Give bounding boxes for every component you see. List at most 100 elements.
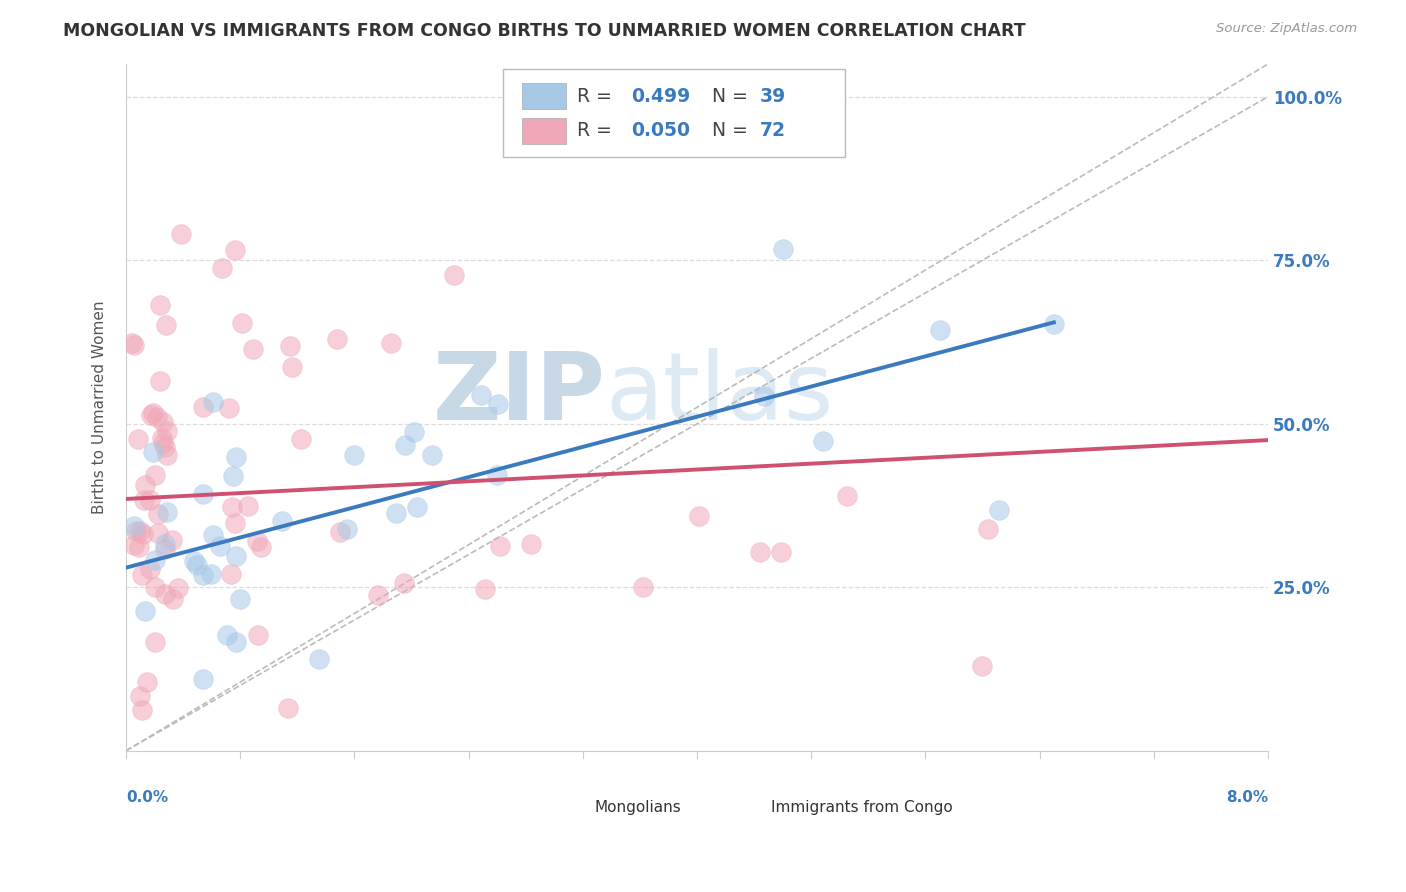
Text: Source: ZipAtlas.com: Source: ZipAtlas.com	[1216, 22, 1357, 36]
Text: 0.499: 0.499	[631, 87, 690, 106]
Point	[170, 227, 193, 242]
Point	[290, 432, 312, 446]
Point	[222, 469, 245, 483]
Point	[142, 445, 165, 459]
Point	[142, 406, 165, 420]
Point	[385, 506, 408, 520]
Point	[124, 337, 146, 351]
Point	[308, 651, 330, 665]
Text: N =: N =	[700, 121, 754, 140]
Point	[129, 524, 152, 538]
Point	[394, 438, 416, 452]
Point	[225, 549, 247, 563]
Point	[224, 516, 246, 530]
Point	[149, 298, 172, 312]
Point	[977, 522, 1000, 536]
Point	[145, 634, 167, 648]
Point	[278, 339, 301, 353]
Text: 39: 39	[759, 87, 786, 106]
Point	[122, 538, 145, 552]
Point	[486, 396, 509, 410]
Point	[183, 554, 205, 568]
Point	[153, 587, 176, 601]
Point	[146, 526, 169, 541]
Point	[224, 243, 246, 257]
Point	[1043, 318, 1066, 332]
Point	[134, 604, 156, 618]
Point	[392, 576, 415, 591]
Text: Mongolians: Mongolians	[595, 799, 681, 814]
Point	[200, 566, 222, 581]
Text: 0.0%: 0.0%	[127, 790, 169, 805]
Point	[972, 658, 994, 673]
Point	[134, 478, 156, 492]
Point	[152, 415, 174, 429]
Point	[987, 503, 1010, 517]
Text: ZIP: ZIP	[433, 348, 606, 440]
Point	[153, 440, 176, 454]
Text: N =: N =	[700, 87, 754, 106]
FancyBboxPatch shape	[503, 69, 845, 157]
Point	[688, 508, 710, 523]
FancyBboxPatch shape	[522, 118, 565, 144]
Point	[167, 581, 190, 595]
Point	[835, 489, 858, 503]
Point	[132, 526, 155, 541]
Point	[156, 425, 179, 439]
Point	[146, 507, 169, 521]
Point	[125, 524, 148, 538]
Point	[139, 408, 162, 422]
Point	[231, 317, 253, 331]
Point	[813, 434, 835, 448]
Point	[143, 580, 166, 594]
Point	[236, 499, 259, 513]
Point	[193, 487, 215, 501]
Point	[281, 360, 304, 375]
Point	[150, 431, 173, 445]
Text: atlas: atlas	[606, 348, 834, 440]
Point	[326, 332, 349, 346]
Point	[247, 628, 270, 642]
FancyBboxPatch shape	[725, 799, 759, 816]
Point	[250, 541, 273, 555]
Point	[202, 527, 225, 541]
Point	[129, 689, 152, 703]
Point	[191, 673, 214, 687]
Point	[211, 260, 233, 275]
Point	[155, 541, 177, 556]
Point	[215, 628, 238, 642]
Point	[336, 522, 359, 536]
Point	[221, 566, 243, 581]
Point	[127, 432, 149, 446]
Point	[242, 342, 264, 356]
Point	[367, 588, 389, 602]
Point	[443, 268, 465, 283]
Text: 0.050: 0.050	[631, 121, 690, 140]
Point	[128, 541, 150, 555]
Point	[208, 539, 231, 553]
Text: 72: 72	[759, 121, 786, 140]
Point	[225, 634, 247, 648]
Point	[193, 567, 215, 582]
Point	[470, 388, 492, 402]
Point	[229, 592, 252, 607]
Text: MONGOLIAN VS IMMIGRANTS FROM CONGO BIRTHS TO UNMARRIED WOMEN CORRELATION CHART: MONGOLIAN VS IMMIGRANTS FROM CONGO BIRTH…	[63, 22, 1026, 40]
Point	[420, 448, 443, 462]
Point	[162, 591, 184, 606]
Point	[404, 425, 426, 439]
Point	[520, 537, 543, 551]
Point	[132, 493, 155, 508]
Point	[186, 558, 208, 572]
Point	[156, 448, 179, 462]
Point	[221, 500, 243, 515]
Point	[343, 448, 366, 462]
Point	[131, 568, 153, 582]
Point	[928, 323, 950, 337]
Text: Immigrants from Congo: Immigrants from Congo	[772, 799, 953, 814]
Point	[225, 450, 247, 464]
Point	[143, 468, 166, 483]
Point	[191, 400, 214, 414]
Point	[329, 524, 352, 539]
Point	[631, 580, 654, 594]
Point	[202, 395, 225, 409]
